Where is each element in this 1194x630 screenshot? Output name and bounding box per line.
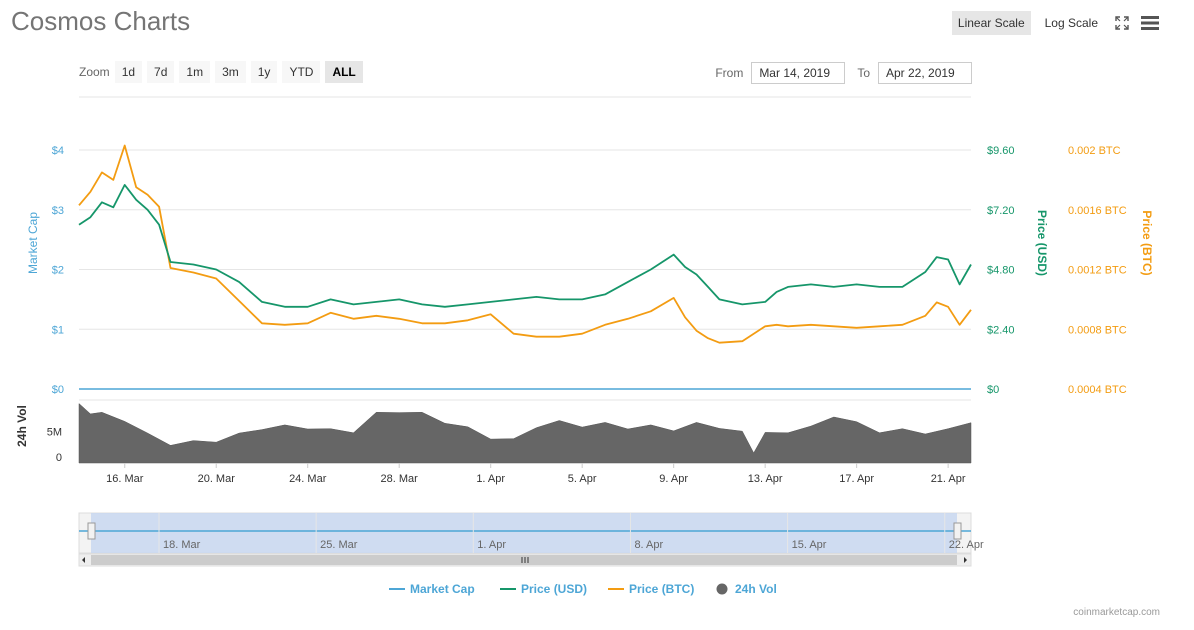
price-btc-tick-label: 0.0012 BTC xyxy=(1068,265,1127,277)
x-tick-label: 13. Apr xyxy=(748,473,783,485)
legend-price-usd[interactable]: Price (USD) xyxy=(521,582,587,596)
price-usd-axis-title: Price (USD) xyxy=(1035,210,1049,276)
navigator-tick-label: 1. Apr xyxy=(477,539,506,551)
zoom-label: Zoom xyxy=(79,65,110,79)
price-btc-tick-label: 0.002 BTC xyxy=(1068,145,1121,157)
linear-scale-button[interactable]: Linear Scale xyxy=(951,11,1031,35)
x-tick-label: 1. Apr xyxy=(476,473,505,485)
zoom-1d-button[interactable]: 1d xyxy=(114,61,143,83)
navigator-scrollbar[interactable] xyxy=(78,553,972,567)
market-cap-tick-label: $4 xyxy=(52,145,64,157)
navigator-tick-label: 25. Mar xyxy=(320,539,358,551)
hamburger-menu-icon[interactable] xyxy=(1140,13,1160,33)
navigator-selection[interactable] xyxy=(91,513,957,553)
zoom-all-button[interactable]: ALL xyxy=(325,61,363,83)
from-label: From xyxy=(715,66,744,80)
legend-price-btc[interactable]: Price (BTC) xyxy=(629,582,694,596)
x-tick-label: 9. Apr xyxy=(659,473,688,485)
price-usd-tick-label: $9.60 xyxy=(987,145,1015,157)
legend-volume[interactable]: 24h Vol xyxy=(735,582,777,596)
navigator[interactable]: 18. Mar 25. Mar 1. Apr 8. Apr 15. Apr 22. Apr xyxy=(78,512,984,554)
volume-tick-label: 0 xyxy=(56,452,62,464)
x-tick-label: 16. Mar xyxy=(106,473,144,485)
date-range-selector: From Mar 14, 2019 To Apr 22, 2019 xyxy=(715,62,972,84)
series-price-usd-line xyxy=(78,184,972,308)
fullscreen-icon[interactable] xyxy=(1112,13,1132,33)
navigator-background xyxy=(78,512,972,554)
x-tick-label: 17. Apr xyxy=(839,473,874,485)
log-scale-button[interactable]: Log Scale xyxy=(1044,16,1098,30)
x-tick-label: 21. Apr xyxy=(931,473,966,485)
market-cap-tick-label: $3 xyxy=(52,205,64,217)
volume-tick-label: 5M xyxy=(47,427,62,439)
market-cap-axis-title: Market Cap xyxy=(26,212,40,274)
navigator-right-handle[interactable] xyxy=(953,522,962,540)
scrollbar-thumb[interactable] xyxy=(91,555,957,565)
zoom-1m-button[interactable]: 1m xyxy=(179,61,211,83)
price-usd-tick-label: $4.80 xyxy=(987,265,1015,277)
price-usd-tick-label: $7.20 xyxy=(987,205,1015,217)
scrollbar-track[interactable] xyxy=(78,553,972,567)
market-cap-tick-label: $1 xyxy=(52,324,64,336)
zoom-3m-button[interactable]: 3m xyxy=(215,61,246,83)
legend: Market Cap Price (USD) Price (BTC) 24h V… xyxy=(389,582,777,596)
zoom-selector: Zoom 1d 7d 1m 3m 1y YTD ALL xyxy=(79,61,363,83)
page-title: Cosmos Charts xyxy=(11,6,191,36)
legend-volume-swatch xyxy=(716,583,728,595)
chart-toolbar: Linear Scale Log Scale xyxy=(951,11,1160,35)
x-tick-label: 20. Mar xyxy=(198,473,236,485)
series-price-btc-line xyxy=(78,144,972,344)
market-cap-tick-label: $2 xyxy=(52,265,64,277)
zoom-1y-button[interactable]: 1y xyxy=(250,61,278,83)
volume-axis-title: 24h Vol xyxy=(15,405,29,447)
scrollbar-left-arrow-icon[interactable] xyxy=(82,557,85,563)
price-usd-tick-label: $2.40 xyxy=(987,324,1015,336)
credit-link[interactable]: coinmarketcap.com xyxy=(1073,607,1160,618)
to-date-input[interactable]: Apr 22, 2019 xyxy=(878,62,972,84)
price-btc-axis-title: Price (BTC) xyxy=(1140,210,1154,275)
price-btc-tick-label: 0.0016 BTC xyxy=(1068,205,1127,217)
navigator-tick-label: 8. Apr xyxy=(634,539,663,551)
x-tick-label: 5. Apr xyxy=(568,473,597,485)
scrollbar-grip-icon[interactable] xyxy=(521,557,529,563)
navigator-tick-label: 18. Mar xyxy=(163,539,201,551)
x-tick-label: 24. Mar xyxy=(289,473,327,485)
navigator-tick-label: 15. Apr xyxy=(792,539,827,551)
price-usd-tick-label: $0 xyxy=(987,384,999,396)
zoom-ytd-button[interactable]: YTD xyxy=(282,61,321,83)
from-date-input[interactable]: Mar 14, 2019 xyxy=(751,62,846,84)
x-tick-label: 28. Mar xyxy=(381,473,419,485)
price-btc-tick-label: 0.0008 BTC xyxy=(1068,324,1127,336)
price-btc-tick-label: 0.0004 BTC xyxy=(1068,384,1127,396)
to-label: To xyxy=(857,66,870,80)
zoom-7d-button[interactable]: 7d xyxy=(147,61,175,83)
navigator-left-handle[interactable] xyxy=(87,522,96,540)
scrollbar-right-arrow-icon[interactable] xyxy=(964,557,967,563)
legend-market-cap[interactable]: Market Cap xyxy=(410,582,475,596)
market-cap-tick-label: $0 xyxy=(52,384,64,396)
series-24h-vol-area xyxy=(78,402,972,464)
navigator-tick-label: 22. Apr xyxy=(949,539,984,551)
